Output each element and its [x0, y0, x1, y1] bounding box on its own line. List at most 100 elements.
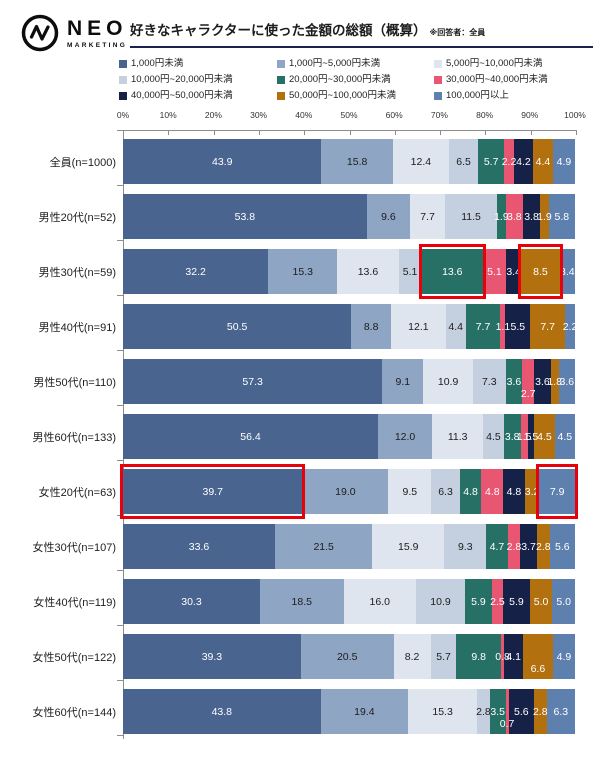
bar-segment	[382, 359, 424, 404]
bar-segment	[529, 579, 553, 624]
x-axis-tick-label: 50%	[340, 110, 358, 120]
segment-value-label: 53.8	[234, 210, 256, 223]
legend-item: 100,000円以上	[434, 90, 595, 102]
bar-segment	[489, 689, 506, 734]
x-axis-tick-label: 20%	[204, 110, 222, 120]
bar-segment	[430, 634, 457, 679]
bar-segment	[521, 249, 560, 294]
segment-value-label: 8.2	[404, 650, 420, 663]
segment-value-label: 3.2	[524, 485, 540, 498]
segment-value-label: 50.5	[226, 320, 248, 333]
row-category-label: 男性40代(n=91)	[38, 321, 116, 334]
row-category-label: 女性50代(n=122)	[32, 651, 116, 664]
segment-value-label: 2.2	[562, 320, 578, 333]
row-category-label: 男性60代(n=133)	[32, 431, 116, 444]
legend-swatch	[277, 76, 285, 84]
segment-value-label: 7.3	[481, 375, 497, 388]
segment-value-label: 3.7	[521, 540, 536, 553]
bar-segment	[432, 414, 484, 459]
segment-value-label: 6.3	[438, 485, 453, 498]
legend-label: 100,000円以上	[446, 90, 509, 101]
x-axis-tick-label: 10%	[159, 110, 177, 120]
segment-value-label: 5.0	[533, 595, 549, 608]
bar-track: 39.7 19.0 9.5 6.3 4.8 4.8 4.8 3.2 7.9	[120, 464, 578, 519]
logo-text: NEO MARKETING	[67, 18, 128, 49]
bar-segment	[302, 469, 389, 514]
bar-segment	[505, 249, 522, 294]
segment-value-label: 2.8	[532, 705, 548, 718]
logo-subtitle: MARKETING	[67, 41, 128, 49]
bar-segment	[448, 139, 479, 184]
x-axis-tick	[304, 130, 306, 135]
segment-value-label: 4.4	[448, 320, 463, 333]
respondent-note: ※回答者：全員	[429, 28, 486, 37]
segment-value-label: 0.8	[495, 650, 510, 663]
segment-value-label: 4.1	[506, 650, 521, 663]
bar-segment	[123, 249, 269, 294]
bar-segment	[415, 579, 466, 624]
bar-segment	[123, 524, 276, 569]
x-axis-tick-label: 100%	[564, 110, 586, 120]
bar-track: 30.3 18.5 16.0 10.9 5.9 2.5 5.9 5.0 5.0	[123, 579, 575, 624]
row-category-label: 男性30代(n=59)	[38, 266, 116, 279]
segment-value-label: 10.9	[430, 595, 451, 608]
bar-segment	[388, 469, 432, 514]
bar-track: 57.3 9.1 10.9 7.3 3.6 2.7 3.6 1.8 3.6	[123, 359, 575, 404]
bar-segment	[410, 194, 445, 239]
bar-segment	[505, 304, 531, 349]
bar-segment	[123, 194, 367, 239]
segment-value-label: 7.7	[540, 320, 555, 333]
bar-segment	[483, 414, 504, 459]
bar-segment	[532, 139, 553, 184]
segment-value-label: 1.5	[516, 430, 532, 443]
bar-segment	[552, 139, 575, 184]
segment-value-label: 4.5	[486, 430, 501, 443]
bar-row: 女性30代(n=107) 33.6 21.5 15.9 9.3 4.7 2.8 3.7 2.8 5…	[0, 519, 600, 574]
legend-label: 1,000円未満	[131, 58, 184, 69]
y-axis-tick	[117, 680, 124, 681]
segment-value-label: 15.3	[292, 265, 313, 278]
bar-segment	[459, 469, 482, 514]
legend-swatch	[119, 60, 127, 68]
y-axis-tick	[117, 130, 124, 131]
legend-swatch	[119, 92, 127, 100]
segment-value-label: 9.1	[395, 375, 411, 388]
legend-swatch	[277, 92, 285, 100]
segment-value-label: 12.0	[394, 430, 416, 443]
row-category-label: 女性40代(n=119)	[33, 596, 116, 609]
segment-value-label: 12.4	[410, 155, 432, 168]
row-category-label: 男性50代(n=110)	[33, 376, 116, 389]
segment-value-label: 13.6	[442, 265, 463, 278]
segment-value-label: 9.5	[402, 485, 418, 498]
y-axis-tick	[117, 350, 124, 351]
bar-segment	[527, 414, 535, 459]
bar-track: 32.2 15.3 13.6 5.1 13.6 5.1 3.4 8.5 3.4	[123, 244, 575, 299]
segment-value-label: 30.3	[181, 595, 202, 608]
bar-segment	[536, 524, 550, 569]
bar-segment	[123, 634, 301, 679]
legend-item: 10,000円~20,000円未満	[119, 74, 277, 86]
bar-row: 女性60代(n=144) 43.8 19.4 15.3 2.8 3.5 0.7 5.6 2.8 6…	[0, 684, 600, 739]
segment-value-label: 13.6	[357, 265, 379, 278]
legend-item: 20,000円~30,000円未満	[277, 74, 434, 86]
segment-value-label: 16.0	[369, 595, 390, 608]
segment-value-label: 39.3	[201, 650, 223, 663]
segment-value-label: 7.7	[420, 210, 435, 223]
segment-value-label: 2.8	[506, 540, 522, 553]
bar-segment	[504, 139, 514, 184]
bar-segment	[423, 359, 473, 404]
segment-value-label: 21.5	[313, 540, 334, 553]
bar-segment	[552, 634, 575, 679]
bar-segment	[377, 414, 433, 459]
bar-track: 39.3 20.5 8.2 5.7 9.8 0.8 4.1 6.6 4.9	[123, 634, 575, 679]
row-category-label: 全員(n=1000)	[49, 156, 116, 169]
segment-value-label: 4.8	[484, 485, 500, 498]
bar-segment	[398, 249, 422, 294]
segment-value-label: 7.9	[549, 485, 565, 498]
bar-segment	[408, 689, 478, 734]
segment-value-label: 4.9	[556, 155, 572, 168]
bar-segment	[548, 194, 575, 239]
segment-value-label: 9.8	[471, 650, 486, 663]
page-title: 好きなキャラクターに使った金額の総額（概算）	[130, 23, 427, 38]
bar-segment	[321, 139, 393, 184]
